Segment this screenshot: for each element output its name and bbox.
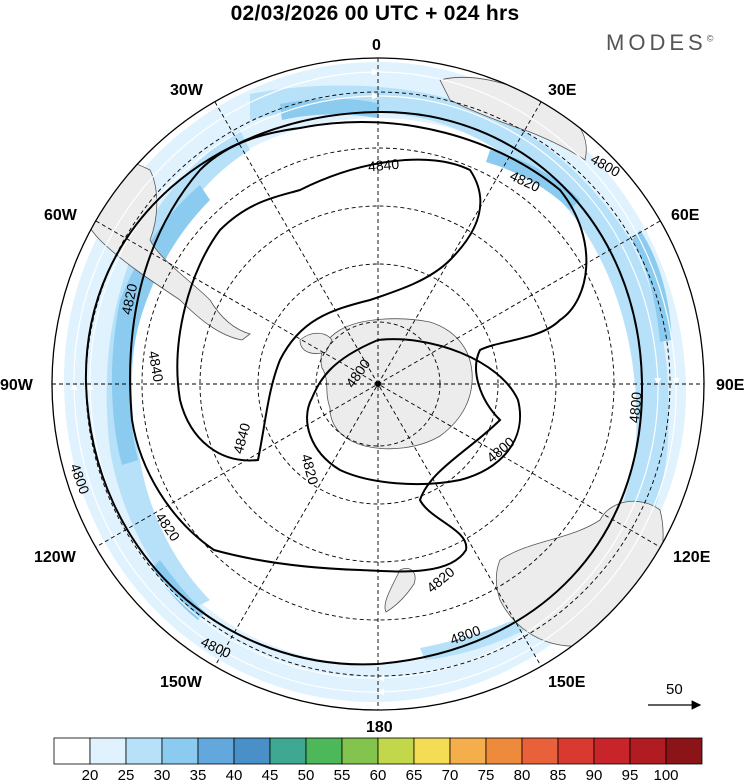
colorbar-swatch (197, 737, 235, 765)
wind-streamlines (70, 68, 680, 696)
colorbar-tick-label: 85 (550, 767, 567, 782)
colorbar-tick-label: 80 (514, 767, 531, 782)
colorbar-tick-label: 75 (478, 767, 495, 782)
map-title: 02/03/2026 00 UTC + 024 hrs (230, 2, 520, 25)
contour-4800-outer (84, 110, 644, 666)
colorbar-swatch (269, 737, 307, 765)
lon-label-60w: 60W (44, 207, 78, 224)
height-contours (84, 110, 644, 666)
colorbar-tick-label: 90 (586, 767, 603, 782)
colorbar-swatch (449, 737, 487, 765)
colorbar-tick-label: 50 (298, 767, 315, 782)
lon-label-30w: 30W (170, 82, 204, 99)
colorbar-swatch (593, 737, 631, 765)
colorbar-swatch (485, 737, 523, 765)
colorbar-swatch (233, 737, 271, 765)
lon-label-150e: 150E (548, 674, 586, 691)
colorbar-swatch (629, 737, 667, 765)
colorbar-swatch (377, 737, 415, 765)
colorbar-swatch (305, 737, 343, 765)
contour-label: 4820 (118, 282, 140, 316)
copyright-mark: © (706, 33, 714, 44)
lon-label-120w: 120W (34, 549, 77, 566)
lon-label-60e: 60E (671, 207, 700, 224)
brand-logo: MODES© (606, 30, 713, 56)
reference-vector-label: 50 (666, 681, 683, 698)
colorbar-swatch (341, 737, 379, 765)
contour-4840 (176, 158, 482, 462)
contour-label: 4840 (145, 350, 166, 384)
colorbar-swatch (557, 737, 595, 765)
lon-label-150w: 150W (160, 674, 203, 691)
colorbar-tick-label: 65 (406, 767, 423, 782)
colorbar-tick-label: 45 (262, 767, 279, 782)
colorbar-tick-label: 70 (442, 767, 459, 782)
reference-vector: 50 (648, 681, 702, 710)
colorbar-swatch (521, 737, 559, 765)
contour-label: 4840 (230, 421, 254, 455)
contour-label: 4800 (626, 391, 645, 424)
brand-name: MODES (606, 30, 707, 55)
colorbar-swatch (89, 737, 127, 765)
colorbar-tick-label: 100 (653, 767, 678, 782)
lon-label-90e: 90E (716, 377, 745, 394)
map-boundary (51, 57, 705, 711)
contour-label: 4840 (367, 156, 400, 175)
colorbar-swatch (53, 737, 91, 765)
lon-label-180: 180 (366, 719, 393, 736)
colorbar: 20 25 30 35 40 45 50 55 60 65 70 75 80 85 90 95 100 (53, 737, 703, 782)
colorbar-tick-label: 60 (370, 767, 387, 782)
colorbar-tick-label: 25 (118, 767, 135, 782)
colorbar-swatch (665, 737, 703, 765)
colorbar-tick-label: 20 (82, 767, 99, 782)
colorbar-tick-label: 35 (190, 767, 207, 782)
south-pole-dot (375, 381, 381, 387)
longitude-labels: 0 30E 60E 90E 120E 150E 180 150W 120W 90… (0, 37, 745, 736)
colorbar-swatch (413, 737, 451, 765)
colorbar-tick-label: 30 (154, 767, 171, 782)
colorbar-swatch (125, 737, 163, 765)
contour-label: 4820 (298, 452, 322, 486)
colorbar-tick-label: 95 (622, 767, 639, 782)
colorbar-tick-label: 55 (334, 767, 351, 782)
lon-label-0: 0 (372, 37, 381, 54)
colorbar-tick-label: 40 (226, 767, 243, 782)
lon-label-120e: 120E (673, 549, 711, 566)
lon-label-30e: 30E (548, 82, 577, 99)
colorbar-swatch (161, 737, 199, 765)
contour-4820 (129, 121, 588, 573)
lon-label-90w: 90W (0, 377, 34, 394)
